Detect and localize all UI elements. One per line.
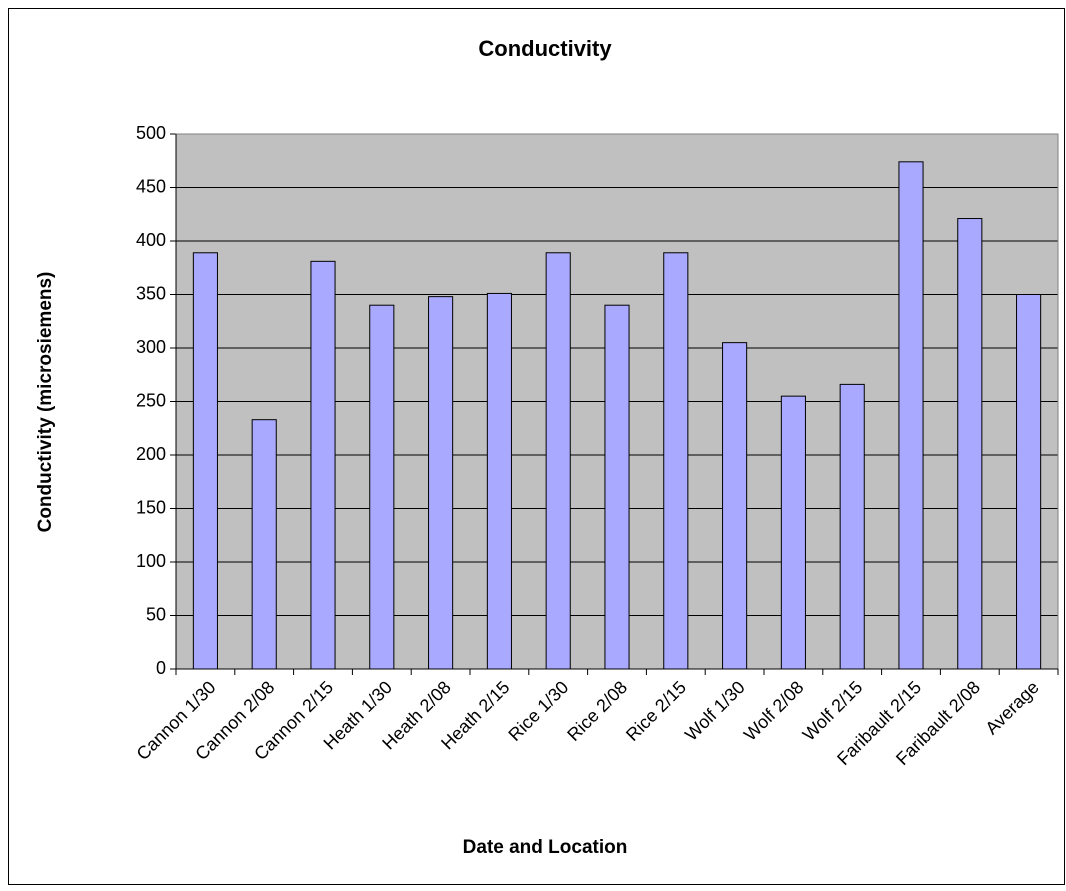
- y-axis-title: Conductivity (microsiemens): [35, 272, 56, 533]
- y-tick-label: 100: [136, 551, 166, 571]
- bar: [663, 252, 689, 670]
- bar: [369, 304, 395, 670]
- bar: [722, 342, 748, 670]
- bar: [839, 383, 865, 670]
- bar: [192, 252, 218, 670]
- bar: [545, 252, 571, 670]
- y-tick-label: 250: [136, 390, 166, 410]
- y-tick-label: 50: [146, 604, 166, 624]
- bar: [898, 161, 924, 670]
- x-axis-title: Date and Location: [463, 837, 628, 858]
- y-tick-label: 350: [136, 283, 166, 303]
- bar: [604, 304, 630, 670]
- y-tick-label: 400: [136, 230, 166, 250]
- y-tick-label: 500: [136, 123, 166, 143]
- bar: [310, 260, 336, 670]
- y-tick-label: 200: [136, 444, 166, 464]
- bar: [428, 296, 454, 670]
- bar: [780, 395, 806, 670]
- bar: [1016, 294, 1042, 670]
- bar: [251, 419, 277, 670]
- y-tick-label: 450: [136, 176, 166, 196]
- bar: [957, 218, 983, 670]
- bar: [486, 292, 512, 670]
- y-tick-label: 300: [136, 337, 166, 357]
- y-tick-label: 0: [156, 658, 166, 678]
- chart-title: Conductivity: [478, 36, 612, 61]
- y-tick-label: 150: [136, 497, 166, 517]
